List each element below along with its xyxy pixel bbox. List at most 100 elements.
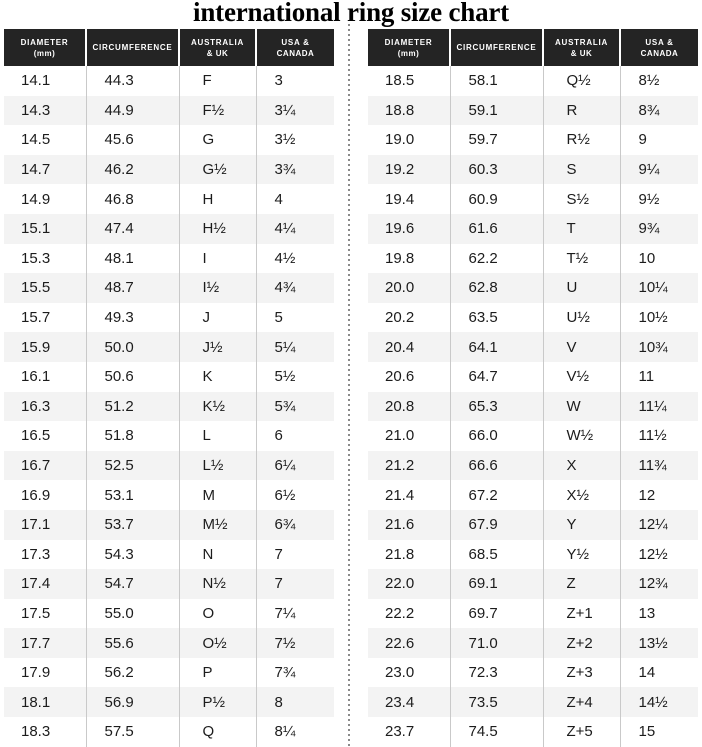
table-row: 20.6 64.7 V½ 11 (368, 361, 698, 392)
table-row: 18.3 57.5 Q 8¼ (4, 717, 334, 747)
table-row: 21.2 66.6 X 11¾ (368, 450, 698, 481)
column-header-diameter-unit: (mm) (397, 48, 420, 58)
usa-canada-cell: 7½ (274, 634, 296, 652)
table-row: 17.5 55.0 O 7¼ (4, 598, 334, 629)
australia-uk-cell: V½ (543, 361, 621, 392)
circumference-cell: 57.5 (86, 717, 180, 747)
usa-canada-cell: 5½ (274, 368, 296, 386)
australia-uk-cell: Q (179, 717, 257, 747)
circumference-cell: 60.9 (450, 184, 544, 214)
usa-canada-cell: 9¾ (638, 220, 660, 238)
circumference-cell: 50.0 (86, 332, 180, 362)
dotted-divider (348, 24, 350, 747)
circumference-cell: 66.0 (450, 421, 544, 451)
usa-canada-cell: 4½ (274, 249, 296, 267)
table-row: 23.0 72.3 Z+3 14 (368, 657, 698, 688)
circumference-cell: 44.3 (86, 66, 180, 96)
usa-canada-cell: 12 (638, 486, 656, 504)
circumference-cell: 65.3 (450, 391, 544, 422)
usa-canada-cell: 6¾ (274, 516, 296, 534)
australia-uk-cell: W (543, 391, 621, 422)
diameter-cell: 16.9 (4, 480, 87, 510)
diameter-cell: 15.5 (4, 273, 87, 303)
circumference-cell: 67.9 (450, 509, 544, 540)
diameter-cell: 18.5 (368, 66, 451, 96)
diameter-cell: 18.1 (4, 687, 87, 718)
circumference-cell: 51.8 (86, 421, 180, 451)
table-row: 18.5 58.1 Q½ 8½ (368, 66, 698, 96)
diameter-cell: 22.2 (368, 598, 451, 629)
ring-size-table-right: DIAMETER (mm) CIRCUMFERENCE AUSTRALIA & … (368, 29, 698, 747)
column-header-diameter: DIAMETER (mm) (368, 29, 451, 66)
table-row: 21.4 67.2 X½ 12 (368, 480, 698, 510)
table-row: 14.1 44.3 F 3 (4, 66, 334, 96)
usa-canada-cell: 3½ (274, 131, 296, 149)
column-header-australia-uk-line1: AUSTRALIA (191, 37, 244, 47)
australia-uk-cell: X (543, 450, 621, 481)
diameter-cell: 19.2 (368, 154, 451, 185)
australia-uk-cell: Z (543, 569, 621, 599)
australia-uk-cell: F (179, 66, 257, 96)
usa-canada-cell: 11¾ (638, 457, 667, 475)
diameter-cell: 19.0 (368, 125, 451, 155)
column-header-australia-uk-line2: & UK (206, 48, 229, 58)
australia-uk-cell: K½ (179, 391, 257, 422)
diameter-cell: 15.7 (4, 302, 87, 333)
circumference-cell: 46.8 (86, 184, 180, 214)
diameter-cell: 19.6 (368, 213, 451, 244)
australia-uk-cell: Y½ (543, 539, 621, 570)
usa-canada-cell: 10½ (638, 309, 668, 327)
australia-uk-cell: W½ (543, 421, 621, 451)
circumference-cell: 64.1 (450, 332, 544, 362)
table-row: 18.1 56.9 P½ 8 (4, 687, 334, 718)
diameter-cell: 16.7 (4, 450, 87, 481)
diameter-cell: 17.9 (4, 657, 87, 688)
usa-canada-cell: 8 (274, 693, 283, 711)
usa-canada-cell: 6 (274, 427, 283, 445)
australia-uk-cell: Y (543, 509, 621, 540)
australia-uk-cell: N½ (179, 569, 257, 599)
column-header-usa-canada: USA & CANADA (620, 29, 698, 66)
usa-canada-cell: 9½ (638, 190, 660, 208)
header-row: DIAMETER (mm) CIRCUMFERENCE AUSTRALIA & … (368, 29, 698, 66)
usa-canada-cell: 11 (638, 368, 655, 386)
column-header-diameter-label: DIAMETER (384, 37, 433, 47)
diameter-cell: 20.8 (368, 391, 451, 422)
column-header-circumference: CIRCUMFERENCE (86, 29, 180, 66)
table-row: 20.8 65.3 W 11¼ (368, 391, 698, 422)
diameter-cell: 16.3 (4, 391, 87, 422)
diameter-cell: 14.1 (4, 66, 87, 96)
usa-canada-cell: 10¾ (638, 338, 668, 356)
table-row: 20.2 63.5 U½ 10½ (368, 302, 698, 333)
column-header-usa-canada: USA & CANADA (256, 29, 334, 66)
diameter-cell: 17.4 (4, 569, 87, 599)
column-header-diameter-label: DIAMETER (20, 37, 69, 47)
column-header-diameter: DIAMETER (mm) (4, 29, 87, 66)
usa-canada-cell: 13½ (638, 634, 668, 652)
diameter-cell: 15.3 (4, 243, 87, 274)
australia-uk-cell: X½ (543, 480, 621, 510)
usa-canada-cell: 5 (274, 309, 283, 327)
circumference-cell: 56.2 (86, 657, 180, 688)
diameter-cell: 14.5 (4, 125, 87, 155)
table-row: 17.3 54.3 N 7 (4, 539, 334, 570)
circumference-cell: 49.3 (86, 302, 180, 333)
australia-uk-cell: S (543, 154, 621, 185)
usa-canada-cell: 3¾ (274, 161, 296, 179)
usa-canada-cell: 7¼ (274, 604, 296, 622)
diameter-cell: 21.4 (368, 480, 451, 510)
table-row: 22.6 71.0 Z+2 13½ (368, 628, 698, 658)
australia-uk-cell: Z+2 (543, 628, 621, 658)
australia-uk-cell: V (543, 332, 621, 362)
australia-uk-cell: Z+4 (543, 687, 621, 718)
usa-canada-cell: 12½ (638, 545, 668, 563)
column-header-circumference-label: CIRCUMFERENCE (456, 43, 537, 52)
usa-canada-cell: 6¼ (274, 457, 296, 475)
usa-canada-cell: 3 (274, 72, 283, 90)
circumference-cell: 55.0 (86, 598, 180, 629)
table-row: 21.8 68.5 Y½ 12½ (368, 539, 698, 570)
circumference-cell: 73.5 (450, 687, 544, 718)
diameter-cell: 20.4 (368, 332, 451, 362)
circumference-cell: 61.6 (450, 213, 544, 244)
usa-canada-cell: 3¼ (274, 101, 296, 119)
